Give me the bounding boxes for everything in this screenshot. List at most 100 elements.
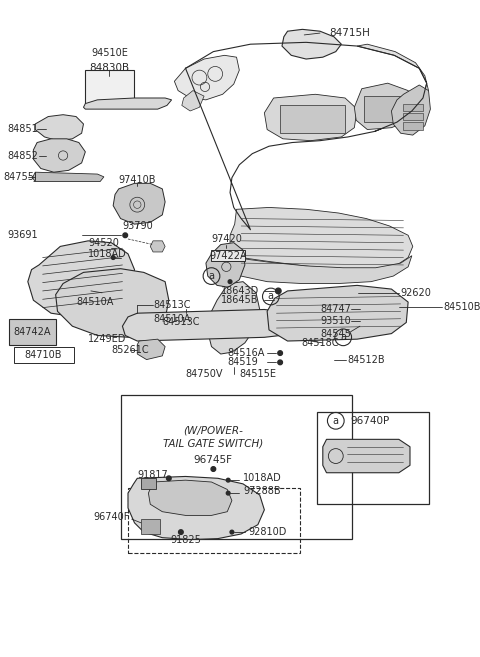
- Text: 84510A: 84510A: [76, 297, 113, 307]
- Text: 84519: 84519: [227, 357, 258, 367]
- Text: TAIL GATE SWITCH): TAIL GATE SWITCH): [163, 438, 264, 448]
- Polygon shape: [282, 30, 341, 59]
- Text: a: a: [340, 332, 346, 342]
- Polygon shape: [323, 440, 410, 473]
- Circle shape: [179, 530, 183, 534]
- Text: 93790: 93790: [122, 221, 153, 231]
- Polygon shape: [392, 85, 431, 135]
- Circle shape: [230, 530, 234, 534]
- Bar: [128, 487, 300, 553]
- Text: 85261C: 85261C: [111, 346, 149, 355]
- Circle shape: [123, 233, 128, 238]
- Text: 92810D: 92810D: [249, 527, 287, 537]
- Bar: [9, 319, 56, 345]
- Circle shape: [278, 360, 282, 365]
- Circle shape: [211, 466, 216, 471]
- Text: 84747: 84747: [320, 304, 351, 315]
- Text: 91825: 91825: [170, 535, 201, 545]
- Polygon shape: [148, 480, 232, 515]
- Polygon shape: [128, 476, 264, 539]
- Bar: [280, 105, 345, 133]
- Circle shape: [278, 351, 282, 355]
- Circle shape: [111, 256, 115, 260]
- Bar: [364, 96, 406, 122]
- Text: 84710B: 84710B: [25, 350, 62, 360]
- Text: 93691: 93691: [7, 230, 38, 240]
- Polygon shape: [34, 139, 85, 172]
- Polygon shape: [208, 282, 260, 354]
- Text: 84512B: 84512B: [348, 355, 385, 365]
- Text: 1018AD: 1018AD: [88, 249, 127, 259]
- Text: 1249ED: 1249ED: [88, 334, 127, 344]
- Text: 97422A: 97422A: [209, 251, 247, 261]
- Text: 18643D: 18643D: [221, 286, 259, 296]
- Text: 84510A: 84510A: [153, 314, 191, 324]
- Text: 93510: 93510: [320, 315, 351, 326]
- Text: 96740F: 96740F: [94, 512, 130, 522]
- Text: 96740P: 96740P: [350, 416, 390, 426]
- Polygon shape: [84, 98, 172, 109]
- Text: 84750V: 84750V: [185, 369, 223, 379]
- Text: 84513C: 84513C: [153, 300, 191, 310]
- Text: 91817: 91817: [137, 470, 168, 480]
- Text: 96745F: 96745F: [194, 455, 233, 464]
- Polygon shape: [174, 55, 240, 100]
- Polygon shape: [141, 478, 156, 489]
- Text: 84516A: 84516A: [227, 348, 264, 358]
- Circle shape: [359, 307, 364, 312]
- Text: 84742A: 84742A: [14, 327, 51, 337]
- Polygon shape: [28, 241, 134, 317]
- Polygon shape: [264, 95, 357, 141]
- Polygon shape: [33, 172, 104, 181]
- Polygon shape: [354, 83, 416, 129]
- Polygon shape: [56, 269, 169, 337]
- Text: 97420: 97420: [212, 234, 242, 244]
- Polygon shape: [150, 241, 165, 252]
- Text: a: a: [333, 416, 339, 426]
- Bar: [212, 250, 245, 261]
- Circle shape: [359, 318, 364, 323]
- Bar: [120, 395, 352, 539]
- Text: a: a: [268, 292, 274, 302]
- Circle shape: [276, 288, 281, 294]
- Circle shape: [167, 476, 171, 481]
- Polygon shape: [35, 115, 84, 141]
- Bar: [85, 70, 133, 104]
- Circle shape: [227, 478, 230, 482]
- Text: 84755J: 84755J: [4, 172, 37, 182]
- Polygon shape: [267, 285, 408, 341]
- Text: 84513C: 84513C: [162, 317, 200, 327]
- Text: 97288B: 97288B: [243, 486, 281, 496]
- Text: 92620: 92620: [401, 288, 432, 298]
- Polygon shape: [182, 91, 204, 111]
- Text: 94520: 94520: [88, 238, 119, 248]
- Circle shape: [276, 298, 281, 303]
- Polygon shape: [230, 208, 413, 271]
- Polygon shape: [230, 256, 412, 284]
- Text: a: a: [208, 271, 215, 281]
- Text: 84518C: 84518C: [301, 338, 339, 348]
- Text: (W/POWER-: (W/POWER-: [183, 425, 243, 435]
- Text: 84851: 84851: [7, 124, 38, 133]
- Bar: [317, 411, 429, 505]
- Text: 84545: 84545: [320, 328, 351, 338]
- Text: 84715H: 84715H: [329, 28, 370, 38]
- Text: 84515E: 84515E: [240, 369, 276, 379]
- Text: 84852: 84852: [7, 151, 38, 162]
- Bar: [403, 104, 423, 111]
- Polygon shape: [206, 242, 245, 287]
- Polygon shape: [137, 339, 165, 359]
- Polygon shape: [113, 183, 165, 224]
- Circle shape: [227, 491, 230, 495]
- Text: 97410B: 97410B: [119, 175, 156, 185]
- Bar: [141, 519, 159, 534]
- Polygon shape: [122, 309, 301, 341]
- Polygon shape: [357, 44, 429, 131]
- Circle shape: [154, 244, 158, 248]
- Bar: [14, 347, 74, 363]
- Bar: [403, 113, 423, 120]
- Text: 1018AD: 1018AD: [243, 473, 282, 484]
- Text: 18645B: 18645B: [221, 295, 258, 306]
- Text: 94510E: 94510E: [91, 49, 128, 58]
- Circle shape: [228, 280, 232, 284]
